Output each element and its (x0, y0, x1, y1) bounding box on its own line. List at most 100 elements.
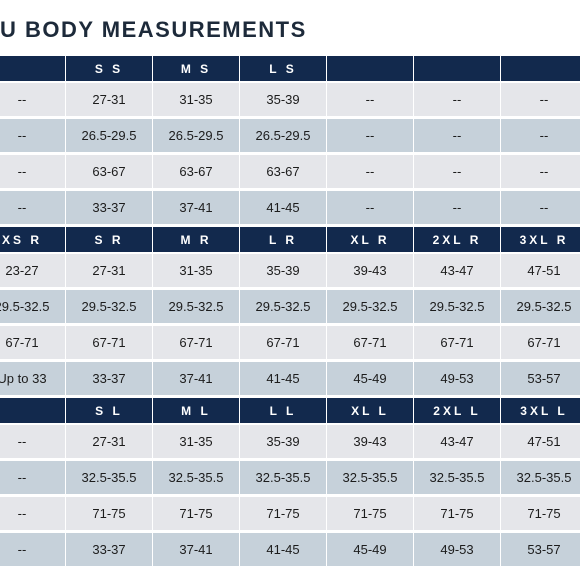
measurement-cell: 41-45 (240, 191, 326, 224)
measurement-cell: Up to 33 (0, 362, 65, 395)
measurement-cell: 39-43 (327, 425, 413, 458)
measurement-cell: -- (501, 191, 580, 224)
measurement-cell: 63-67 (240, 155, 326, 188)
measurement-cell: 31-35 (153, 83, 239, 116)
measurement-cell: 29.5-32.5 (0, 290, 65, 323)
size-header-cell: S L (66, 398, 152, 423)
measurement-cell: 32.5-35.5 (501, 461, 580, 494)
measurement-cell: 49-53 (414, 533, 500, 566)
measurement-cell: 26.5-29.5 (66, 119, 152, 152)
measurement-cell: 39-43 (327, 254, 413, 287)
measurement-cell: 67-71 (501, 326, 580, 359)
measurement-cell: -- (0, 461, 65, 494)
measurement-cell: 37-41 (153, 191, 239, 224)
measurement-cell: -- (0, 119, 65, 152)
measurement-cell: -- (327, 119, 413, 152)
measurement-cell: -- (0, 533, 65, 566)
measurement-cell: 45-49 (327, 533, 413, 566)
measurement-cell: 33-37 (66, 191, 152, 224)
measurement-cell: 35-39 (240, 83, 326, 116)
measurement-cell: 32.5-35.5 (414, 461, 500, 494)
measurement-cell: 67-71 (0, 326, 65, 359)
measurement-cell: 53-57 (501, 362, 580, 395)
measurement-cell: 41-45 (240, 362, 326, 395)
measurement-cell: 35-39 (240, 425, 326, 458)
measurement-cell: 71-75 (327, 497, 413, 530)
size-header-cell: 3XL R (501, 227, 580, 252)
measurement-cell: -- (414, 119, 500, 152)
measurement-cell: 29.5-32.5 (501, 290, 580, 323)
measurement-cell: -- (0, 497, 65, 530)
size-header-cell: XL L (327, 398, 413, 423)
measurement-cell: 29.5-32.5 (327, 290, 413, 323)
measurement-cell: 32.5-35.5 (240, 461, 326, 494)
measurement-cell: -- (327, 83, 413, 116)
measurement-cell: 32.5-35.5 (153, 461, 239, 494)
measurement-cell: 29.5-32.5 (240, 290, 326, 323)
measurement-cell: 37-41 (153, 533, 239, 566)
measurement-cell: 41-45 (240, 533, 326, 566)
page-title: U BODY MEASUREMENTS (0, 17, 307, 42)
measurement-cell: 67-71 (327, 326, 413, 359)
measurement-cell: 67-71 (66, 326, 152, 359)
size-header-cell: XS R (0, 227, 65, 252)
measurement-cell: 32.5-35.5 (66, 461, 152, 494)
measurement-cell: 71-75 (414, 497, 500, 530)
measurement-cell: 43-47 (414, 425, 500, 458)
size-header-cell (0, 398, 65, 423)
measurement-cell: 31-35 (153, 425, 239, 458)
measurement-cell: 37-41 (153, 362, 239, 395)
measurement-cell: -- (501, 119, 580, 152)
measurement-cell: 31-35 (153, 254, 239, 287)
size-header-cell: 2XL L (414, 398, 500, 423)
measurement-cell: 67-71 (240, 326, 326, 359)
measurement-cell: 29.5-32.5 (414, 290, 500, 323)
measurement-cell: 32.5-35.5 (327, 461, 413, 494)
size-header-cell: S S (66, 56, 152, 81)
size-header-cell (501, 56, 580, 81)
measurement-cell: 47-51 (501, 254, 580, 287)
measurement-cell: 63-67 (66, 155, 152, 188)
measurement-cell: 33-37 (66, 362, 152, 395)
size-header-cell: M R (153, 227, 239, 252)
measurement-cell: -- (414, 155, 500, 188)
size-header-cell: L S (240, 56, 326, 81)
measurement-cell: -- (414, 191, 500, 224)
size-header-cell: L R (240, 227, 326, 252)
measurement-cell: 27-31 (66, 254, 152, 287)
measurement-cell: 53-57 (501, 533, 580, 566)
measurement-cell: 27-31 (66, 83, 152, 116)
measurement-cell: 67-71 (153, 326, 239, 359)
measurement-cell: 43-47 (414, 254, 500, 287)
measurement-cell: -- (0, 155, 65, 188)
measurement-cell: 71-75 (66, 497, 152, 530)
measurement-cell: 26.5-29.5 (240, 119, 326, 152)
measurement-cell: 45-49 (327, 362, 413, 395)
measurement-cell: -- (0, 191, 65, 224)
measurement-cell: 29.5-32.5 (153, 290, 239, 323)
measurement-cell: 67-71 (414, 326, 500, 359)
measurement-cell: 26.5-29.5 (153, 119, 239, 152)
size-header-cell: L L (240, 398, 326, 423)
size-header-cell (327, 56, 413, 81)
measurement-cell: 49-53 (414, 362, 500, 395)
size-header-cell: S R (66, 227, 152, 252)
size-header-cell: M S (153, 56, 239, 81)
measurement-cell: -- (327, 155, 413, 188)
measurement-cell: -- (327, 191, 413, 224)
measurement-cell: -- (0, 83, 65, 116)
measurement-cell: 35-39 (240, 254, 326, 287)
measurement-cell: 33-37 (66, 533, 152, 566)
size-header-cell (414, 56, 500, 81)
measurement-cell: 71-75 (153, 497, 239, 530)
measurement-cell: 47-51 (501, 425, 580, 458)
measurement-cell: -- (501, 155, 580, 188)
measurement-cell: 71-75 (240, 497, 326, 530)
measurement-cell: -- (0, 425, 65, 458)
measurement-cell: 63-67 (153, 155, 239, 188)
measurement-cell: -- (414, 83, 500, 116)
size-header-cell: 2XL R (414, 227, 500, 252)
measurement-cell: -- (501, 83, 580, 116)
measurement-cell: 23-27 (0, 254, 65, 287)
